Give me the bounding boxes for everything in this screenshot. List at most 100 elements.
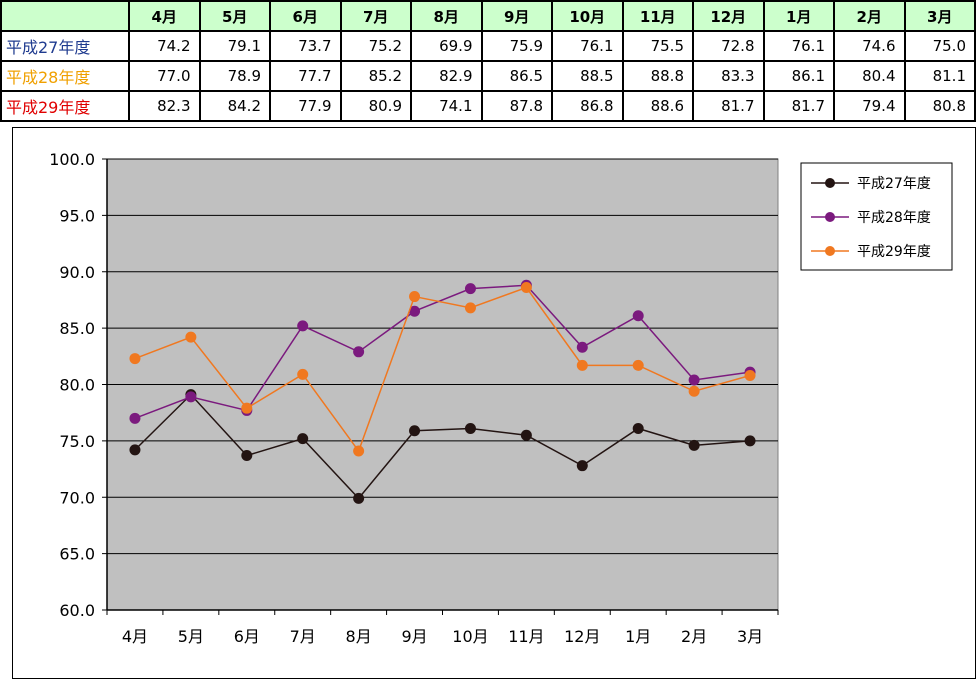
data-point xyxy=(185,391,197,403)
table-cell: 80.8 xyxy=(903,90,976,122)
table-cell: 83.3 xyxy=(692,60,765,92)
data-point xyxy=(353,445,365,457)
y-tick-label: 75.0 xyxy=(59,432,95,451)
column-header: 12月 xyxy=(692,0,765,32)
table-cell: 76.1 xyxy=(551,30,624,62)
data-point xyxy=(688,374,700,386)
data-point xyxy=(688,439,700,451)
data-point xyxy=(185,331,197,343)
x-tick-label: 5月 xyxy=(178,627,204,646)
table-cell: 75.0 xyxy=(903,30,976,62)
data-point xyxy=(688,385,700,397)
y-tick-label: 100.0 xyxy=(49,150,95,169)
column-header: 2月 xyxy=(833,0,906,32)
table-cell: 86.8 xyxy=(551,90,624,122)
data-point xyxy=(464,422,476,434)
y-tick-label: 65.0 xyxy=(59,545,95,564)
table-cell: 88.6 xyxy=(621,90,694,122)
table-cell: 79.4 xyxy=(833,90,906,122)
table-cell: 75.5 xyxy=(621,30,694,62)
table-cell: 74.1 xyxy=(410,90,483,122)
table-cell: 88.5 xyxy=(551,60,624,92)
data-point xyxy=(297,433,309,445)
data-point xyxy=(241,450,253,462)
column-header: 10月 xyxy=(551,0,624,32)
y-tick-label: 95.0 xyxy=(59,206,95,225)
y-tick-label: 85.0 xyxy=(59,319,95,338)
data-point xyxy=(353,346,365,358)
data-point xyxy=(297,368,309,380)
data-point xyxy=(297,320,309,332)
column-header: 8月 xyxy=(410,0,483,32)
table-corner-cell xyxy=(0,0,130,32)
table-cell: 74.2 xyxy=(128,30,201,62)
table-cell: 87.8 xyxy=(480,90,553,122)
data-point xyxy=(744,435,756,447)
x-tick-label: 4月 xyxy=(122,627,148,646)
x-tick-label: 11月 xyxy=(508,627,544,646)
table-cell: 78.9 xyxy=(198,60,271,92)
table-cell: 74.6 xyxy=(833,30,906,62)
column-header: 7月 xyxy=(339,0,412,32)
data-point xyxy=(632,359,644,371)
series-line xyxy=(134,393,751,500)
data-point xyxy=(129,412,141,424)
table-cell: 75.2 xyxy=(339,30,412,62)
table-cell: 77.9 xyxy=(269,90,342,122)
legend-label: 平成28年度 xyxy=(857,210,931,226)
table-row: 平成27年度 74.2 79.1 73.7 75.2 69.9 75.9 76.1 75.5 72… xyxy=(0,30,976,62)
table-cell: 82.3 xyxy=(128,90,201,122)
table-cell: 81.7 xyxy=(762,90,835,122)
table-cell: 84.2 xyxy=(198,90,271,122)
data-point xyxy=(409,305,421,317)
table-cell: 79.1 xyxy=(198,30,271,62)
x-tick-label: 10月 xyxy=(452,627,488,646)
table-row: 平成29年度 82.3 84.2 77.9 80.9 74.1 87.8 86.8 88.6 81… xyxy=(0,90,976,122)
table-row: 平成28年度 77.0 78.9 77.7 85.2 82.9 86.5 88.5 88.8 83… xyxy=(0,60,976,92)
table-header-row: 4月 5月 6月 7月 8月 9月 10月 11月 12月 1月 2月 3月 xyxy=(0,0,976,32)
data-point xyxy=(576,359,588,371)
column-header: 3月 xyxy=(903,0,976,32)
data-point xyxy=(520,429,532,441)
series-line xyxy=(134,284,751,420)
table-cell: 80.9 xyxy=(339,90,412,122)
data-point xyxy=(744,369,756,381)
legend-marker xyxy=(825,178,835,188)
data-point xyxy=(409,291,421,303)
y-tick-label: 90.0 xyxy=(59,263,95,282)
table-cell: 88.8 xyxy=(621,60,694,92)
chart-area xyxy=(12,127,976,679)
row-label: 平成29年度 xyxy=(0,90,130,122)
data-point xyxy=(576,341,588,353)
y-tick-label: 70.0 xyxy=(59,488,95,507)
series-line xyxy=(134,286,751,453)
table-cell: 75.9 xyxy=(480,30,553,62)
x-tick-label: 7月 xyxy=(290,627,316,646)
data-point xyxy=(353,492,365,504)
table-cell: 81.7 xyxy=(692,90,765,122)
data-point xyxy=(576,460,588,472)
row-label: 平成28年度 xyxy=(0,60,130,92)
column-header: 9月 xyxy=(480,0,553,32)
data-point xyxy=(632,310,644,322)
data-point xyxy=(464,283,476,295)
y-tick-label: 60.0 xyxy=(59,601,95,620)
legend-marker xyxy=(825,246,835,256)
data-point xyxy=(241,402,253,414)
x-tick-label: 8月 xyxy=(346,627,372,646)
legend-label: 平成27年度 xyxy=(857,176,931,192)
table-cell: 85.2 xyxy=(339,60,412,92)
x-tick-label: 6月 xyxy=(234,627,260,646)
y-tick-label: 80.0 xyxy=(59,376,95,395)
data-table: 4月 5月 6月 7月 8月 9月 10月 11月 12月 1月 2月 3月 平成27年度 74.2 79… xyxy=(0,0,976,122)
data-point xyxy=(520,282,532,294)
x-tick-label: 9月 xyxy=(401,627,427,646)
data-point xyxy=(129,353,141,365)
column-header: 1月 xyxy=(762,0,835,32)
table-cell: 82.9 xyxy=(410,60,483,92)
data-point xyxy=(409,425,421,437)
table-cell: 73.7 xyxy=(269,30,342,62)
table-cell: 76.1 xyxy=(762,30,835,62)
x-tick-label: 1月 xyxy=(625,627,651,646)
